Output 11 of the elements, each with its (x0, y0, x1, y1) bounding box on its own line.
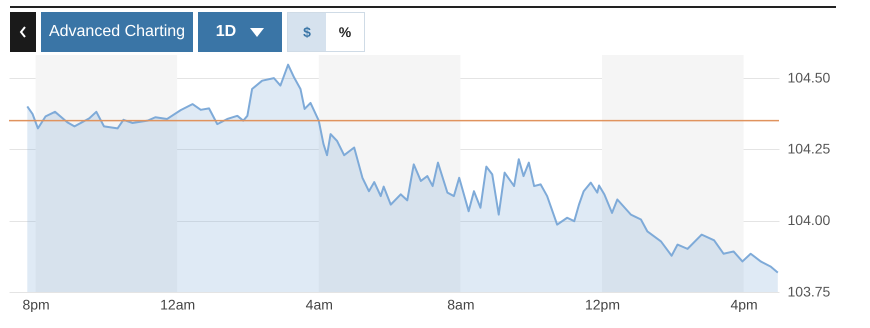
y-tick-label: 104.50 (788, 69, 831, 86)
text: % (338, 23, 352, 42)
y-tick-label: 104.25 (788, 140, 831, 157)
x-tick-label: 8am (447, 296, 474, 312)
text: $ (288, 13, 326, 51)
x-tick-label: 12am (160, 296, 196, 312)
text: 1D (216, 23, 236, 41)
y-tick-label: 103.75 (788, 284, 831, 300)
text: Advanced Charting (41, 12, 193, 52)
x-tick-label: 4am (306, 296, 333, 312)
y-tick-label: 104.00 (788, 212, 831, 228)
